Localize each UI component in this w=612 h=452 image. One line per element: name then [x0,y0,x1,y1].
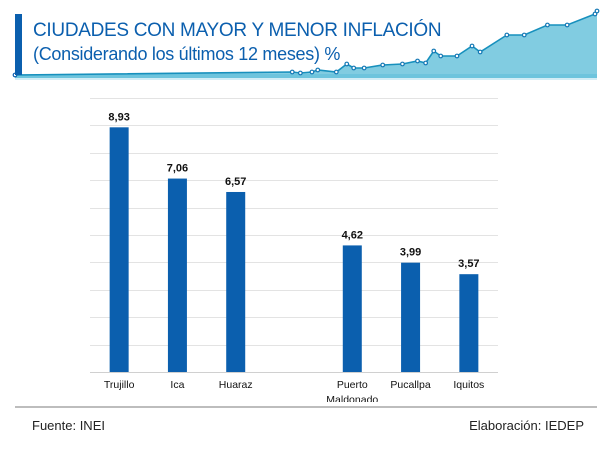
chart-title: CIUDADES CON MAYOR Y MENOR INFLACIÓN [33,20,442,41]
decor-point [521,32,527,38]
decor-point [594,8,600,14]
decor-point [315,67,321,73]
decor-point [545,22,550,28]
data-label: 7,06 [167,163,188,175]
bars [109,127,479,373]
source-note: Fuente: INEI [32,418,105,433]
credit-note: Elaboración: IEDEP [469,418,584,433]
data-label: 4,62 [342,229,363,241]
decor-point [297,70,303,76]
decorative-trend-graphic [12,8,600,80]
bar [109,127,129,373]
decor-point [454,53,460,59]
bar [342,245,362,372]
decor-point [504,32,510,38]
decor-point [415,58,420,64]
bar [226,191,246,372]
data-labels: 8,93 7,06 6,57 4,62 3,99 3,57 [108,111,479,270]
x-tick-label: Iquitos [453,379,484,391]
x-tick-label: Pucallpa [390,379,430,391]
x-tick-label: Trujillo [104,379,135,391]
bar [401,262,421,372]
title-accent-bar [15,14,22,75]
decor-point [431,48,437,54]
decor-point [344,61,350,67]
decor-point [438,53,444,59]
bar [459,274,479,372]
x-axis-labels: Trujillo Ica Huaraz Puerto Maldonado Pucallpa… [104,379,484,402]
decor-point [423,60,429,66]
decor-point [400,61,405,67]
x-tick-label: Puerto [337,379,368,391]
x-tick-label: Huaraz [219,379,253,391]
decor-point [564,22,570,28]
data-label: 8,93 [108,111,129,123]
header-banner: CIUDADES CON MAYOR Y MENOR INFLACIÓN (Co… [0,0,612,90]
bar-chart: 8,93 7,06 6,57 4,62 3,99 3,57 Trujillo Ica Huar… [90,98,498,402]
decor-point [469,43,475,49]
decor-point [309,69,315,75]
decor-area [15,11,597,78]
decor-point [351,65,357,71]
chart-subtitle: (Considerando los últimos 12 meses) % [33,44,341,64]
data-label: 6,57 [225,176,246,188]
x-tick-label: Ica [170,379,184,391]
bar [167,178,187,372]
footer-divider [15,406,597,408]
decor-point [380,62,386,68]
data-label: 3,57 [458,258,479,270]
data-label: 3,99 [400,247,421,259]
decor-point [289,69,295,75]
decor-point [361,65,367,71]
decor-point [333,69,339,75]
decor-point [477,49,483,55]
x-tick-label: Maldonado [326,394,378,402]
gridlines [90,98,498,373]
